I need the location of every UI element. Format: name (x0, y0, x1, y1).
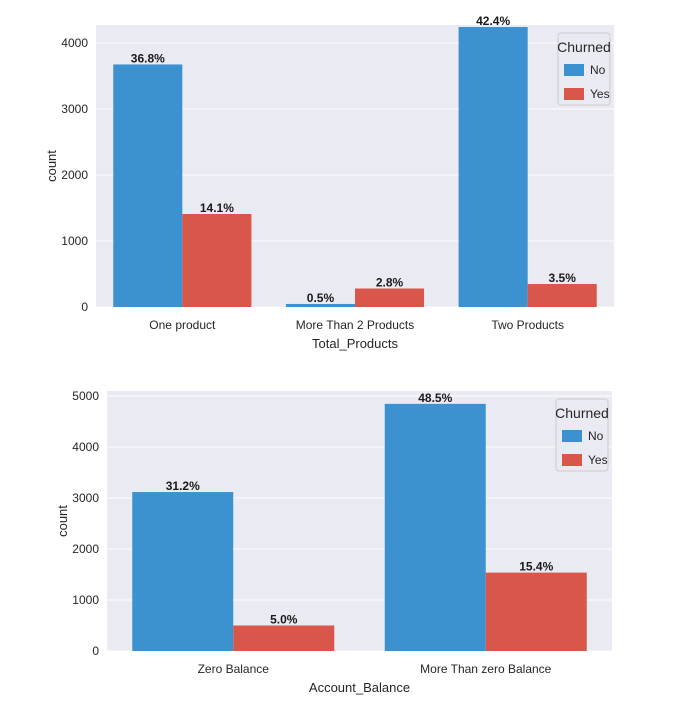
bar-yes (527, 284, 597, 307)
legend: Churned No Yes (555, 398, 609, 472)
legend-label: Yes (588, 453, 608, 467)
x-axis-label: Account_Balance (309, 680, 410, 695)
x-tick-label: Two Products (491, 318, 564, 332)
bar-value-label: 2.8% (376, 276, 404, 290)
legend-swatch-yes (562, 454, 582, 466)
legend-swatch-yes (564, 88, 584, 100)
x-axis-label: Total_Products (312, 336, 398, 351)
legend-label: No (590, 63, 606, 77)
y-tick-label: 0 (81, 300, 88, 314)
y-tick-label: 3000 (61, 102, 88, 116)
x-tick-label: One product (149, 318, 216, 332)
chart-2: 0 1000 2000 3000 4000 5000 31.2% 5.0% Zero Balan… (55, 389, 612, 695)
bar-value-label: 14.1% (200, 201, 234, 215)
bar-no (113, 64, 183, 307)
bar-value-label: 48.5% (418, 391, 452, 405)
bar-value-label: 15.4% (519, 560, 553, 574)
legend: Churned No Yes (557, 32, 611, 106)
bar-value-label: 36.8% (131, 51, 165, 65)
legend-label: Yes (590, 87, 610, 101)
y-tick-label: 4000 (72, 440, 99, 454)
bar-yes (355, 288, 425, 307)
y-tick-label: 0 (92, 644, 99, 658)
bar-yes (182, 214, 252, 307)
x-tick-label: More Than 2 Products (296, 318, 415, 332)
y-tick-label: 2000 (72, 542, 99, 556)
x-tick-label: More Than zero Balance (420, 662, 552, 676)
x-tick-label: Zero Balance (198, 662, 270, 676)
bar-value-label: 31.2% (166, 479, 200, 493)
bar-no (132, 492, 234, 651)
legend-swatch-no (562, 430, 582, 442)
y-axis-label: count (55, 505, 70, 537)
bar-value-label: 5.0% (270, 613, 298, 627)
y-tick-label: 5000 (72, 389, 99, 403)
y-tick-label: 3000 (72, 491, 99, 505)
y-tick-label: 1000 (72, 593, 99, 607)
chart-1: 0 1000 2000 3000 4000 36.8% 14.1% One product 0.… (44, 14, 614, 351)
bar-value-label: 0.5% (307, 291, 335, 305)
bar-value-label: 42.4% (476, 14, 510, 28)
y-tick-label: 2000 (61, 168, 88, 182)
y-tick-label: 1000 (61, 234, 88, 248)
legend-swatch-no (564, 64, 584, 76)
y-tick-label: 4000 (61, 36, 88, 50)
bar-value-label: 3.5% (549, 271, 577, 285)
legend-label: No (588, 429, 604, 443)
bar-yes (485, 572, 587, 651)
bar-no (285, 303, 355, 307)
legend-title: Churned (555, 405, 609, 421)
bar-no (458, 27, 528, 307)
bar-no (384, 403, 486, 651)
y-axis-label: count (44, 150, 59, 182)
legend-title: Churned (557, 39, 611, 55)
bar-yes (233, 625, 335, 651)
